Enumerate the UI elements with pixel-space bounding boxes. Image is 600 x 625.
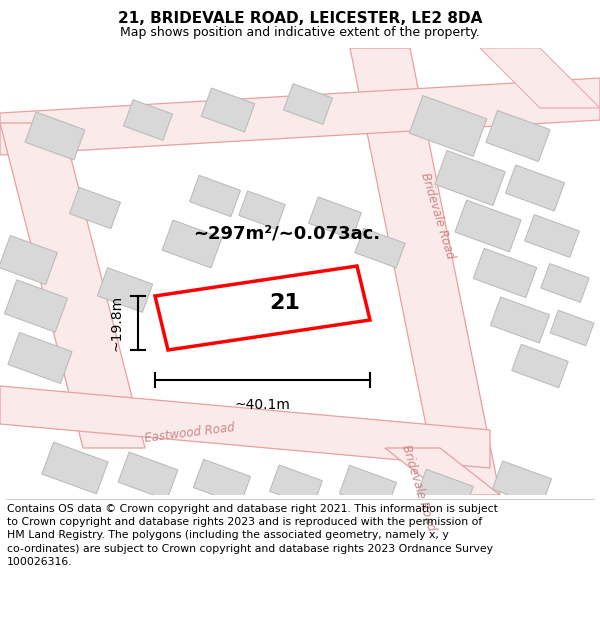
Polygon shape — [0, 78, 600, 155]
Polygon shape — [4, 280, 68, 332]
Polygon shape — [435, 151, 505, 206]
Polygon shape — [42, 442, 108, 494]
Polygon shape — [201, 88, 255, 132]
Polygon shape — [455, 200, 521, 252]
Polygon shape — [8, 332, 72, 384]
Polygon shape — [524, 214, 580, 258]
Polygon shape — [239, 191, 285, 229]
Text: Eastwood Road: Eastwood Road — [144, 421, 236, 445]
Polygon shape — [480, 48, 600, 108]
Polygon shape — [193, 459, 251, 504]
Polygon shape — [417, 469, 473, 512]
Polygon shape — [269, 465, 322, 507]
Polygon shape — [473, 248, 537, 298]
Polygon shape — [97, 268, 152, 312]
Text: 21: 21 — [269, 293, 301, 313]
Polygon shape — [355, 228, 405, 268]
Polygon shape — [550, 310, 594, 346]
Polygon shape — [118, 452, 178, 500]
Polygon shape — [385, 448, 500, 495]
Polygon shape — [505, 165, 565, 211]
Polygon shape — [0, 236, 58, 284]
Text: ~40.1m: ~40.1m — [235, 398, 290, 412]
Polygon shape — [409, 96, 487, 156]
Polygon shape — [0, 123, 145, 448]
Polygon shape — [490, 297, 550, 343]
Text: Contains OS data © Crown copyright and database right 2021. This information is : Contains OS data © Crown copyright and d… — [7, 504, 498, 567]
Text: Bridevale Road: Bridevale Road — [418, 171, 456, 261]
Text: ~19.8m: ~19.8m — [110, 295, 124, 351]
Polygon shape — [190, 176, 241, 217]
Polygon shape — [0, 386, 490, 468]
Text: Bridevale Road: Bridevale Road — [399, 443, 437, 532]
Polygon shape — [541, 264, 589, 302]
Text: ~297m²/~0.073ac.: ~297m²/~0.073ac. — [193, 225, 380, 243]
Polygon shape — [25, 112, 85, 160]
Polygon shape — [124, 99, 173, 141]
Polygon shape — [340, 466, 397, 511]
Polygon shape — [308, 197, 361, 239]
Polygon shape — [493, 461, 551, 507]
Polygon shape — [155, 266, 370, 350]
Text: Map shows position and indicative extent of the property.: Map shows position and indicative extent… — [120, 26, 480, 39]
Polygon shape — [486, 111, 550, 161]
Polygon shape — [350, 48, 500, 495]
Text: 21, BRIDEVALE ROAD, LEICESTER, LE2 8DA: 21, BRIDEVALE ROAD, LEICESTER, LE2 8DA — [118, 11, 482, 26]
Polygon shape — [512, 344, 568, 388]
Polygon shape — [162, 220, 222, 268]
Polygon shape — [283, 84, 332, 124]
Polygon shape — [70, 188, 121, 229]
